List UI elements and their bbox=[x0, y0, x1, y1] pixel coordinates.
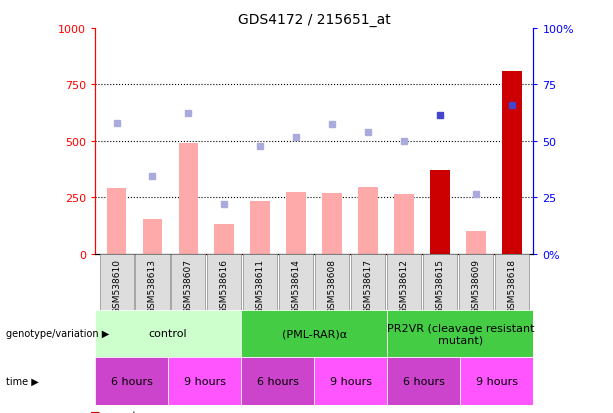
FancyBboxPatch shape bbox=[279, 254, 313, 310]
FancyBboxPatch shape bbox=[315, 254, 349, 310]
Text: 9 hours: 9 hours bbox=[183, 376, 226, 386]
FancyBboxPatch shape bbox=[99, 254, 134, 310]
Text: GSM538613: GSM538613 bbox=[148, 259, 157, 313]
Bar bbox=[394, 195, 414, 254]
Bar bbox=[95, 310, 241, 357]
Bar bbox=[460, 357, 533, 405]
Text: GSM538615: GSM538615 bbox=[435, 259, 444, 313]
Text: 6 hours: 6 hours bbox=[403, 376, 444, 386]
FancyBboxPatch shape bbox=[423, 254, 457, 310]
Bar bbox=[250, 201, 270, 254]
Text: PR2VR (cleavage resistant
mutant): PR2VR (cleavage resistant mutant) bbox=[387, 323, 534, 344]
Text: GSM538611: GSM538611 bbox=[256, 259, 265, 313]
Bar bbox=[178, 144, 198, 254]
Bar bbox=[241, 310, 387, 357]
Text: GSM538617: GSM538617 bbox=[364, 259, 373, 313]
Bar bbox=[322, 193, 342, 254]
Text: GSM538614: GSM538614 bbox=[292, 259, 301, 313]
FancyBboxPatch shape bbox=[459, 254, 493, 310]
Bar bbox=[143, 219, 162, 254]
Text: 9 hours: 9 hours bbox=[330, 376, 371, 386]
Text: ■: ■ bbox=[89, 410, 101, 413]
Text: genotype/variation ▶: genotype/variation ▶ bbox=[6, 328, 109, 339]
Bar bbox=[314, 357, 387, 405]
Text: (PML-RAR)α: (PML-RAR)α bbox=[281, 328, 347, 339]
Bar bbox=[241, 357, 314, 405]
Bar bbox=[95, 357, 168, 405]
FancyBboxPatch shape bbox=[387, 254, 421, 310]
Bar bbox=[286, 192, 306, 254]
Title: GDS4172 / 215651_at: GDS4172 / 215651_at bbox=[238, 12, 390, 26]
Text: time ▶: time ▶ bbox=[6, 376, 39, 386]
Bar bbox=[387, 310, 533, 357]
Text: count: count bbox=[107, 410, 137, 413]
Bar bbox=[502, 72, 522, 254]
Text: 9 hours: 9 hours bbox=[476, 376, 518, 386]
Text: 6 hours: 6 hours bbox=[257, 376, 299, 386]
Text: GSM538608: GSM538608 bbox=[327, 259, 337, 313]
FancyBboxPatch shape bbox=[135, 254, 170, 310]
Text: GSM538616: GSM538616 bbox=[220, 259, 229, 313]
Bar bbox=[107, 189, 126, 254]
FancyBboxPatch shape bbox=[172, 254, 205, 310]
Text: GSM538607: GSM538607 bbox=[184, 259, 193, 313]
Bar bbox=[358, 188, 378, 254]
Text: GSM538609: GSM538609 bbox=[471, 259, 481, 313]
Bar bbox=[387, 357, 460, 405]
Bar bbox=[215, 225, 234, 254]
Text: control: control bbox=[149, 328, 188, 339]
Text: GSM538618: GSM538618 bbox=[507, 259, 516, 313]
FancyBboxPatch shape bbox=[351, 254, 385, 310]
FancyBboxPatch shape bbox=[243, 254, 277, 310]
Text: GSM538610: GSM538610 bbox=[112, 259, 121, 313]
Text: GSM538612: GSM538612 bbox=[400, 259, 408, 313]
FancyBboxPatch shape bbox=[207, 254, 242, 310]
FancyBboxPatch shape bbox=[495, 254, 529, 310]
Bar bbox=[466, 231, 485, 254]
Bar bbox=[168, 357, 241, 405]
Text: 6 hours: 6 hours bbox=[110, 376, 153, 386]
Bar bbox=[430, 171, 450, 254]
